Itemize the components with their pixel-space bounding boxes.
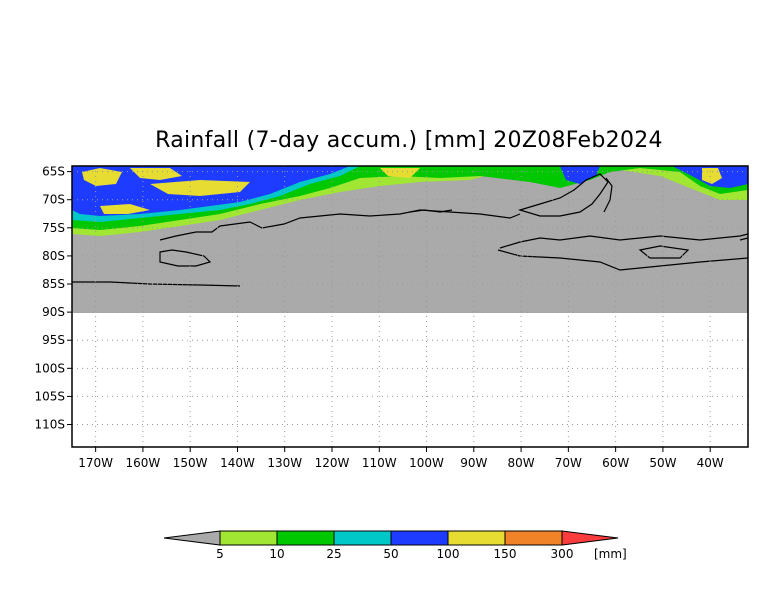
lat-tick-label: 100S [34, 361, 65, 375]
colorbar-level-label: 5 [216, 547, 224, 561]
colorbar-swatch [219, 530, 278, 546]
colorbar-level-label: 100 [437, 547, 460, 561]
colorbar-swatch [333, 530, 392, 546]
coastlines [72, 173, 748, 287]
lat-tick-label: 95S [42, 333, 65, 347]
graticule [67, 166, 748, 452]
lon-tick-label: 100W [409, 456, 444, 470]
colorbar-swatch [447, 530, 506, 546]
colorbar-swatch [504, 530, 563, 546]
lon-tick-label: 160W [126, 456, 161, 470]
rain-band-50-100-east [560, 166, 600, 184]
rain-patch-100-150-f [380, 168, 420, 178]
lon-tick-label: 50W [649, 456, 676, 470]
rain-patch-100-150-c [150, 180, 250, 196]
map-plot-area [72, 166, 748, 313]
lon-tick-label: 40W [697, 456, 724, 470]
lon-tick-label: 110W [362, 456, 397, 470]
lon-tick-label: 170W [78, 456, 113, 470]
longitude-labels: 170W 160W 150W 140W 130W 120W 110W 100W 90W 80W 70… [78, 456, 724, 470]
lon-tick-label: 80W [508, 456, 535, 470]
lat-tick-label: 75S [42, 221, 65, 235]
colorbar-swatch [390, 530, 449, 546]
colorbar-level-label: 150 [494, 547, 517, 561]
rain-patch-100-150-d [100, 204, 150, 214]
lat-tick-label: 80S [42, 249, 65, 263]
lon-tick-label: 130W [267, 456, 302, 470]
lat-tick-label: 90S [42, 305, 65, 319]
map-frame [71, 165, 749, 448]
colorbar-low-arrow [163, 530, 221, 546]
colorbar-high-arrow [561, 530, 619, 546]
lon-tick-label: 70W [555, 456, 582, 470]
lat-tick-label: 85S [42, 277, 65, 291]
lon-tick-label: 140W [220, 456, 255, 470]
colorbar-level-label: 10 [269, 547, 284, 561]
lon-tick-label: 60W [602, 456, 629, 470]
colorbar-unit-label: [mm] [594, 547, 627, 561]
colorbar-level-label: 300 [551, 547, 574, 561]
lat-tick-label: 65S [42, 165, 65, 179]
lat-tick-label: 110S [34, 418, 65, 432]
lat-tick-label: 105S [34, 389, 65, 403]
colorbar-level-label: 50 [383, 547, 398, 561]
rain-patch-100-150-a [82, 168, 122, 186]
colorbar: 5 10 25 50 100 150 300 [mm] [163, 530, 627, 561]
colorbar-swatch [276, 530, 335, 546]
map-title: Rainfall (7-day accum.) [mm] 20Z08Feb202… [155, 128, 663, 153]
lon-tick-label: 150W [173, 456, 208, 470]
lon-tick-label: 90W [460, 456, 487, 470]
lat-tick-label: 70S [42, 193, 65, 207]
latitude-labels: 65S 70S 75S 80S 85S 90S 95S 100S 105S 110S [34, 165, 65, 432]
colorbar-level-label: 25 [326, 547, 341, 561]
lon-tick-label: 120W [315, 456, 350, 470]
